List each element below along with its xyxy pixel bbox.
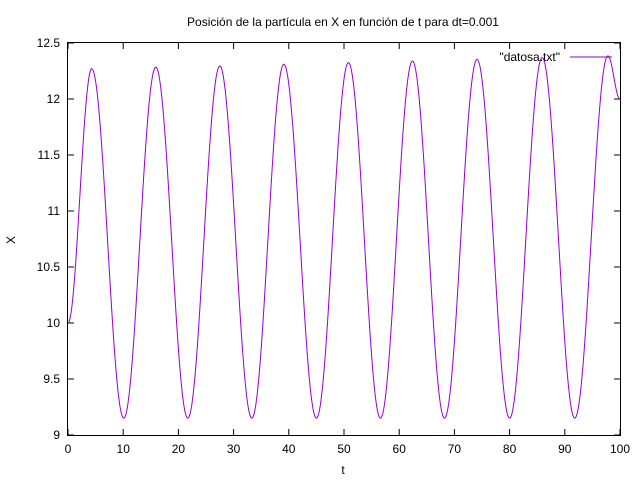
x-tick-label: 20 <box>172 442 186 456</box>
x-tick-label: 90 <box>558 442 572 456</box>
y-tick-label: 10.5 <box>37 260 61 274</box>
axis-ticks: 0 10 20 30 40 50 60 70 80 90 100 9 9.5 10 10.5 11 11.5 12… <box>37 36 631 456</box>
x-tick-label: 50 <box>337 442 351 456</box>
x-axis-label: t <box>341 463 345 477</box>
x-tick-label: 30 <box>227 442 241 456</box>
y-tick-label: 9.5 <box>43 372 60 386</box>
chart-title: Posición de la partícula en X en función… <box>187 15 499 29</box>
legend: "datosa.txt" <box>499 50 612 64</box>
y-tick-label: 11 <box>48 204 61 218</box>
plot-area-border <box>67 42 621 436</box>
y-tick-label: 9 <box>53 428 60 442</box>
y-tick-label: 10 <box>47 316 61 330</box>
x-tick-label: 80 <box>503 442 517 456</box>
y-tick-label: 12 <box>47 92 61 106</box>
y-axis-label: X <box>4 236 18 244</box>
x-tick-label: 100 <box>610 442 630 456</box>
x-tick-label: 40 <box>282 442 296 456</box>
legend-label: "datosa.txt" <box>499 50 560 64</box>
series-line <box>67 55 621 419</box>
x-tick-label: 10 <box>117 442 131 456</box>
y-tick-label: 12.5 <box>37 36 61 50</box>
x-tick-label: 60 <box>393 442 407 456</box>
x-tick-label: 70 <box>448 442 462 456</box>
series-group <box>67 55 621 419</box>
y-tick-label: 11.5 <box>38 148 61 162</box>
x-tick-label: 0 <box>65 442 72 456</box>
